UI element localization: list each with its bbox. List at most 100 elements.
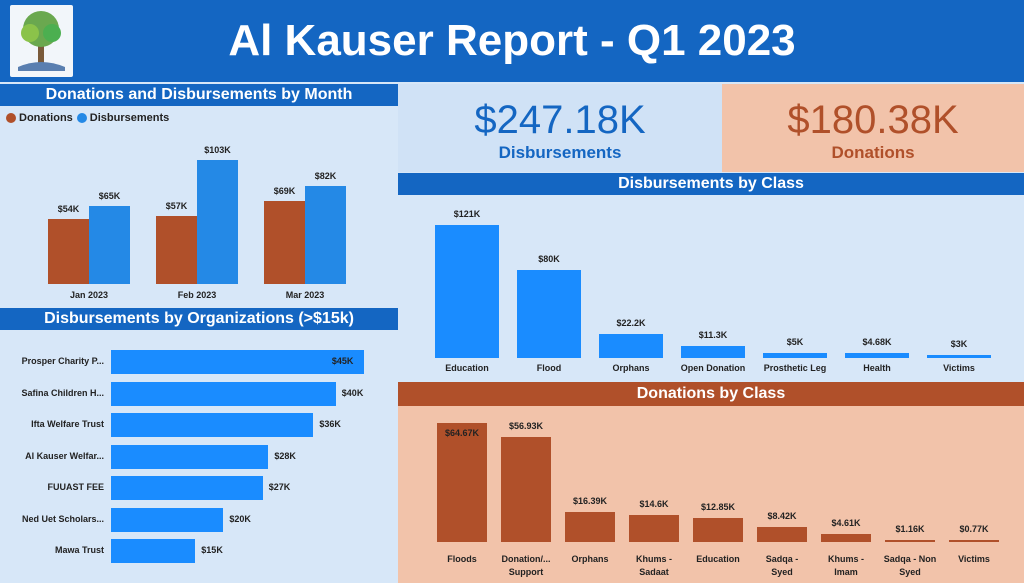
bar-disbursements <box>305 185 346 284</box>
don-bar <box>629 515 679 542</box>
data-label: $121K <box>453 208 481 219</box>
don-bar <box>885 539 935 542</box>
disb-bar <box>763 352 827 358</box>
org-bar <box>111 507 224 532</box>
x-tick-label: Sadqa - <box>765 554 799 564</box>
x-tick-label: Feb 2023 <box>177 290 217 300</box>
don-class-chart: $64.67K Floods $56.93K Donation/... Support $… <box>398 406 1024 583</box>
don-bar <box>693 518 743 542</box>
data-label: $16.39K <box>572 495 608 506</box>
bar-donations <box>264 201 305 284</box>
don-bar <box>757 526 807 542</box>
x-tick-label: Education <box>445 363 489 373</box>
data-label: $11.3K <box>698 329 728 340</box>
x-tick-label: Floods <box>447 554 477 564</box>
data-label: $69K <box>273 186 296 197</box>
x-tick-label: Education <box>696 554 740 564</box>
x-tick-label: Victims <box>958 554 990 564</box>
don-bar <box>565 511 615 542</box>
bar-donations <box>156 215 197 284</box>
data-label: $14.6K <box>639 499 669 510</box>
data-label: $12.85K <box>700 502 736 513</box>
x-tick-label: Flood <box>536 363 562 373</box>
data-label: $82K <box>314 170 337 181</box>
x-tick-label: Imam <box>834 567 858 577</box>
kpi-disbursements-value: $247.18K <box>474 98 646 142</box>
don-bar <box>501 437 551 542</box>
kpi-disbursements-label: Disbursements <box>498 143 622 162</box>
data-label: $3K <box>950 338 968 349</box>
header-bar <box>0 0 1024 82</box>
kpi-disbursements: $247.18K Disbursements <box>398 84 722 172</box>
data-label: $22.2K <box>616 317 646 328</box>
x-tick-label: Jan 2023 <box>69 290 109 300</box>
kpi-donations-value: $180.38K <box>787 98 959 142</box>
org-label: FUUAST FEE <box>47 482 104 492</box>
disb-class-title: Disbursements by Class <box>398 173 1024 195</box>
x-tick-label: Sadqa - Non <box>883 554 937 564</box>
disb-bar <box>845 352 909 358</box>
x-tick-label: Mar 2023 <box>285 290 325 300</box>
page-title: Al Kauser Report - Q1 2023 <box>228 16 796 65</box>
data-label: $1.16K <box>895 523 925 534</box>
kpi-donations-label: Donations <box>831 143 915 162</box>
data-label: $103K <box>204 145 231 156</box>
data-label: $8.42K <box>767 510 797 521</box>
data-label: $4.68K <box>862 336 892 347</box>
data-label: $0.77K <box>959 524 989 534</box>
x-tick-label: Support <box>508 567 544 577</box>
x-tick-label: Sadaat <box>639 567 669 577</box>
data-label: $5K <box>786 336 804 347</box>
don-bar <box>437 423 487 542</box>
legend-disbursements: Disbursements <box>76 112 169 124</box>
disb-bar <box>435 224 499 358</box>
data-label: $45K <box>331 356 354 366</box>
x-tick-label: Prosthetic Leg <box>763 363 827 373</box>
kpi-donations: $180.38K Donations <box>722 84 1024 172</box>
org-bar <box>111 476 263 500</box>
x-tick-label: Victims <box>943 363 975 373</box>
bar-disbursements <box>89 206 130 284</box>
data-label: $40K <box>341 387 364 398</box>
data-label: $64.67K <box>444 428 480 438</box>
x-tick-label: Donation/... <box>501 554 551 564</box>
disb-bar <box>927 354 991 358</box>
org-bar <box>111 444 269 469</box>
org-label: Mawa Trust <box>54 545 104 555</box>
data-label: $15K <box>201 545 223 555</box>
org-bar <box>111 381 336 406</box>
x-tick-label: Khums - <box>828 554 864 564</box>
org-label: Al Kauser Welfar... <box>25 450 104 461</box>
disb-class-chart: $121K Education $80K Flood $22.2K Orphans $11.… <box>398 195 1024 380</box>
x-tick-label: Orphans <box>612 363 650 373</box>
disb-bar <box>599 333 663 358</box>
bar-donations <box>48 219 89 284</box>
x-tick-label: Orphans <box>571 554 609 564</box>
org-bar <box>111 413 314 437</box>
data-label: $54K <box>57 204 80 215</box>
x-tick-label: Syed <box>771 567 793 577</box>
orgs-chart-title: Disbursements by Organizations (>$15k) <box>0 308 398 330</box>
don-bar <box>821 533 871 542</box>
data-label: $27K <box>268 482 291 492</box>
monthly-chart-title: Donations and Disbursements by Month <box>0 84 398 106</box>
disb-bar <box>517 270 581 358</box>
org-label: Prosper Charity P... <box>21 356 104 366</box>
org-bar <box>111 539 196 563</box>
data-label: $36K <box>319 419 341 429</box>
don-class-title: Donations by Class <box>398 382 1024 406</box>
orgs-chart: Prosper Charity P... $45K Safina Children … <box>0 340 398 580</box>
data-label: $65K <box>98 191 121 201</box>
monthly-legend: Donations Disbursements <box>6 112 169 124</box>
data-label: $20K <box>229 513 251 524</box>
data-label: $56.93K <box>508 421 544 432</box>
logo-tree-icon <box>10 5 73 77</box>
x-tick-label: Syed <box>899 567 921 577</box>
org-label: Ifta Welfare Trust <box>31 419 104 429</box>
x-tick-label: Health <box>863 363 891 373</box>
org-bar <box>111 350 364 374</box>
bar-disbursements <box>197 160 238 284</box>
data-label: $4.61K <box>831 517 861 528</box>
x-tick-label: Khums - <box>636 554 672 564</box>
disb-bar <box>681 345 745 358</box>
